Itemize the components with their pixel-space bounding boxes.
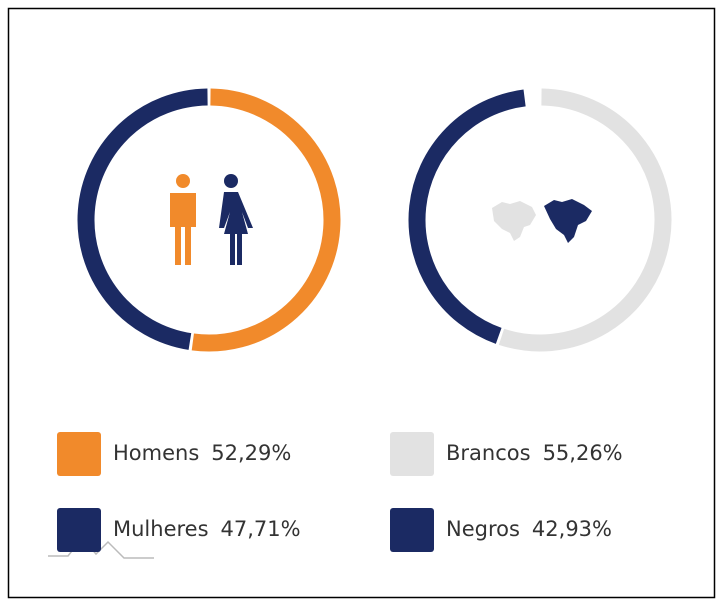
legend-label: Negros bbox=[446, 517, 520, 541]
donut-segment bbox=[408, 89, 526, 344]
logo bbox=[48, 536, 154, 559]
legend-label: Homens bbox=[113, 441, 199, 465]
legend-swatch bbox=[390, 508, 434, 552]
people-icon bbox=[170, 174, 253, 265]
legend-swatch bbox=[390, 432, 434, 476]
legend-value: 55,26% bbox=[543, 441, 623, 465]
brazil-icons bbox=[492, 199, 592, 243]
legend-value: 47,71% bbox=[221, 517, 301, 541]
legend-value: 52,29% bbox=[211, 441, 291, 465]
legend-swatch bbox=[57, 432, 101, 476]
legend-value: 42,93% bbox=[532, 517, 612, 541]
donut-segment bbox=[191, 88, 341, 352]
donut-segment bbox=[498, 88, 672, 352]
legend-label: Brancos bbox=[446, 441, 531, 465]
legend-label: Mulheres bbox=[113, 517, 209, 541]
donut-segment bbox=[77, 88, 208, 350]
legend-swatch bbox=[57, 508, 101, 552]
